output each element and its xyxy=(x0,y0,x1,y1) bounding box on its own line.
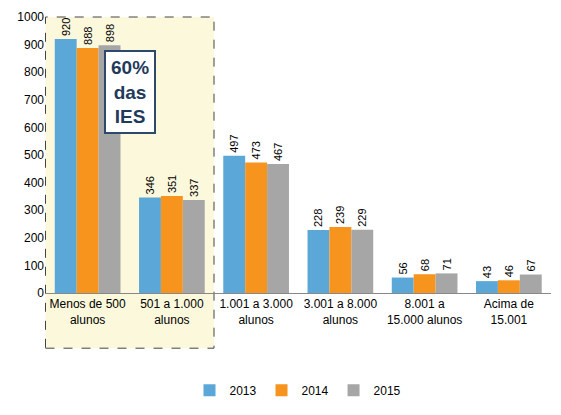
svg-text:100: 100 xyxy=(24,259,44,273)
svg-text:43: 43 xyxy=(481,266,493,278)
svg-text:60%dasIES: 60%dasIES xyxy=(111,57,149,127)
svg-text:67: 67 xyxy=(525,259,537,271)
svg-text:56: 56 xyxy=(397,262,409,274)
svg-text:888: 888 xyxy=(82,27,94,45)
svg-text:501 a 1.000alunos: 501 a 1.000alunos xyxy=(140,297,204,327)
svg-text:500: 500 xyxy=(24,148,44,162)
svg-text:2014: 2014 xyxy=(302,384,329,398)
svg-text:1.001 a 3.000alunos: 1.001 a 3.000alunos xyxy=(219,297,293,327)
svg-text:228: 228 xyxy=(312,209,324,227)
svg-text:8.001 a15.000 alunos: 8.001 a15.000 alunos xyxy=(387,297,462,327)
svg-text:Menos de 500alunos: Menos de 500alunos xyxy=(50,297,126,327)
svg-text:0: 0 xyxy=(37,286,44,300)
svg-text:1000: 1000 xyxy=(17,10,44,24)
svg-text:600: 600 xyxy=(24,121,44,135)
svg-text:71: 71 xyxy=(441,258,453,270)
svg-text:Acima de15.001: Acima de15.001 xyxy=(484,297,534,327)
svg-text:497: 497 xyxy=(228,134,240,152)
svg-text:239: 239 xyxy=(334,206,346,224)
svg-text:351: 351 xyxy=(166,175,178,193)
svg-text:200: 200 xyxy=(24,231,44,245)
svg-text:920: 920 xyxy=(60,18,72,36)
svg-text:900: 900 xyxy=(24,38,44,52)
svg-text:68: 68 xyxy=(419,259,431,271)
svg-text:473: 473 xyxy=(250,141,262,159)
svg-text:898: 898 xyxy=(104,24,116,42)
svg-text:229: 229 xyxy=(356,208,368,226)
svg-text:337: 337 xyxy=(188,179,200,197)
svg-text:2015: 2015 xyxy=(374,384,401,398)
svg-text:346: 346 xyxy=(144,176,156,194)
svg-text:3.001 a 8.000alunos: 3.001 a 8.000alunos xyxy=(304,297,378,327)
svg-text:2013: 2013 xyxy=(230,384,257,398)
svg-text:400: 400 xyxy=(24,176,44,190)
svg-text:300: 300 xyxy=(24,203,44,217)
svg-text:700: 700 xyxy=(24,93,44,107)
svg-text:46: 46 xyxy=(503,265,515,277)
svg-text:467: 467 xyxy=(272,143,284,161)
svg-text:800: 800 xyxy=(24,65,44,79)
